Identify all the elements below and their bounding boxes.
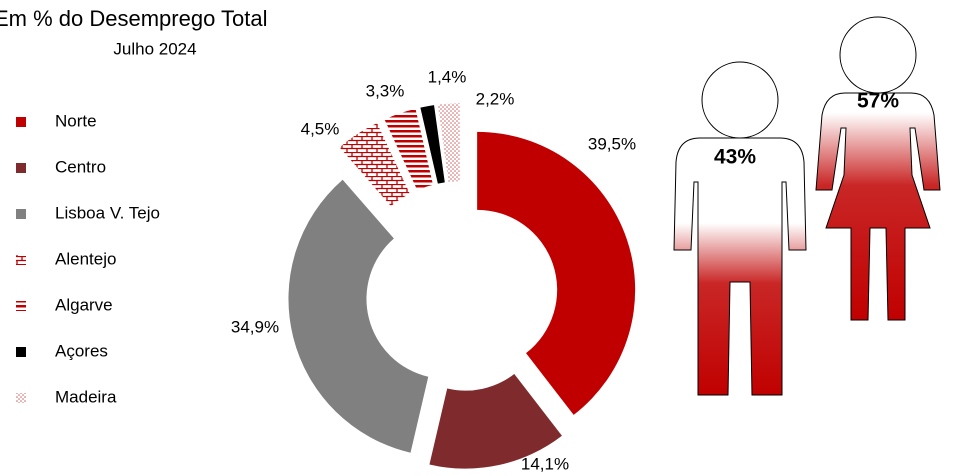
legend-swatch	[16, 301, 26, 311]
slice	[288, 179, 429, 453]
slice	[429, 373, 562, 469]
slice	[477, 131, 636, 415]
figure-body	[673, 137, 807, 396]
legend-label: Madeira	[55, 387, 117, 406]
legend-label: Lisboa V. Tejo	[55, 203, 160, 222]
legend-swatch	[16, 163, 26, 173]
chart-subtitle: Julho 2024	[113, 39, 196, 58]
figure-fill	[816, 112, 940, 320]
data-label: 14,1%	[521, 454, 569, 473]
legend-swatch	[16, 393, 26, 403]
legend-swatch	[16, 209, 26, 219]
data-label: 3,3%	[366, 81, 405, 100]
data-label: 34,9%	[231, 317, 279, 336]
slice	[437, 103, 460, 182]
legend-label: Algarve	[55, 295, 113, 314]
figure-label: 57%	[857, 90, 899, 113]
slice	[420, 105, 445, 184]
legend-label: Açores	[55, 341, 108, 360]
legend-swatch	[16, 347, 26, 357]
figure-head	[701, 61, 779, 139]
legend-swatch	[16, 255, 26, 265]
figure-head	[839, 16, 917, 94]
data-label: 4,5%	[301, 119, 340, 138]
figure-fill	[674, 223, 806, 395]
data-label: 39,5%	[588, 134, 636, 153]
legend-swatch	[16, 117, 26, 127]
data-label: 1,4%	[428, 67, 467, 86]
figure-body	[815, 92, 941, 321]
figure-label: 43%	[714, 146, 756, 169]
data-label: 2,2%	[476, 89, 515, 108]
slice	[339, 123, 410, 207]
slice	[384, 108, 434, 191]
chart-title: Em % do Desemprego Total	[0, 6, 268, 31]
legend-label: Centro	[55, 157, 106, 176]
legend-label: Norte	[55, 111, 97, 130]
legend-label: Alentejo	[55, 249, 116, 268]
